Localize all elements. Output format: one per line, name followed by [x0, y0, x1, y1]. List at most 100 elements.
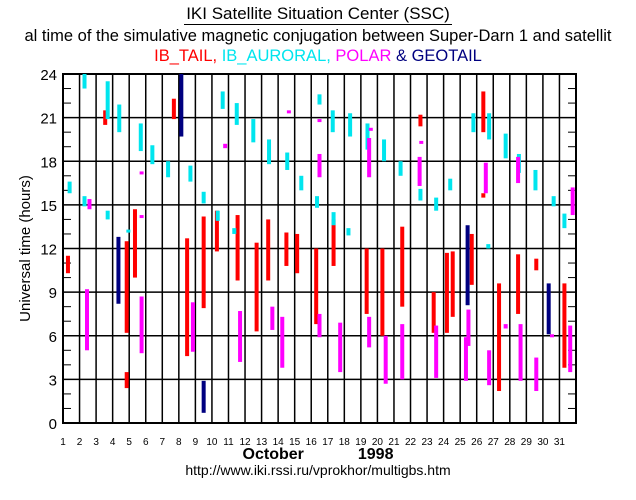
- bar-polar: [87, 199, 92, 210]
- x-tick-label: 24: [438, 437, 450, 448]
- bar-ib-tail: [469, 233, 474, 285]
- x-tick-label: 1: [60, 437, 66, 448]
- bar-ib-auroral: [418, 188, 423, 201]
- bar-polar: [270, 306, 275, 330]
- x-tick-label: 3: [93, 437, 99, 448]
- bar-polar: [317, 313, 322, 338]
- x-tick-label: 6: [143, 437, 149, 448]
- legend-ib-auroral: IB_AURORAL,: [217, 47, 331, 65]
- bar-polar: [367, 137, 372, 178]
- y-tick-label: 12: [40, 242, 57, 259]
- bar-polar: [286, 110, 291, 114]
- y-tick-label: 21: [40, 111, 57, 128]
- bar-polar: [434, 325, 439, 378]
- bar-ib-tail: [450, 251, 455, 317]
- bar-polar: [516, 156, 521, 184]
- chart-title-text: IKI Satellite Situation Center (SSC): [184, 4, 452, 25]
- bar-polar: [139, 215, 144, 219]
- x-tick-label: 9: [193, 437, 199, 448]
- bar-ib-auroral: [251, 119, 256, 143]
- bar-ib-tail: [444, 252, 449, 333]
- y-tick-label: 3: [49, 372, 57, 389]
- bar-ib-auroral: [434, 197, 439, 211]
- x-tick-label: 11: [223, 437, 234, 448]
- bar-ib-auroral: [348, 113, 353, 137]
- x-tick-label: 20: [372, 437, 384, 448]
- bar-ib-tail: [431, 292, 436, 333]
- x-tick-label: 29: [521, 437, 533, 448]
- bar-ib-auroral: [486, 244, 491, 249]
- x-tick-label: 23: [422, 437, 434, 448]
- bar-ib-tail: [284, 232, 289, 266]
- bar-ib-auroral: [105, 81, 110, 120]
- bar-ib-auroral: [105, 210, 110, 220]
- bar-ib-auroral: [126, 229, 131, 233]
- x-tick-label: 2: [77, 437, 83, 448]
- bar-polar: [503, 324, 508, 329]
- bar-ib-tail: [185, 238, 190, 357]
- bar-polar: [463, 337, 468, 381]
- bar-ib-auroral: [330, 110, 335, 133]
- bar-ib-auroral: [117, 104, 122, 133]
- bar-ib-auroral: [503, 133, 508, 159]
- bar-polar: [368, 127, 373, 131]
- x-tick-label: 28: [504, 437, 516, 448]
- bar-polar: [84, 289, 89, 351]
- bar-polar: [317, 153, 322, 178]
- x-tick-label: 15: [289, 437, 301, 448]
- y-tick-label: 18: [40, 154, 57, 171]
- bar-polar: [466, 309, 471, 346]
- legend-geotail: GEOTAIL: [411, 47, 482, 65]
- bar-polar: [568, 325, 573, 373]
- bar-ib-tail: [124, 241, 129, 333]
- y-axis-label: Universal time (hours): [17, 175, 34, 322]
- bar-ib-auroral: [82, 196, 87, 207]
- y-tick-label: 6: [49, 329, 57, 346]
- bar-ib-tail: [418, 114, 423, 127]
- y-tick-label: 15: [40, 198, 57, 215]
- y-tick-label: 24: [40, 67, 57, 84]
- x-tick-label: 27: [488, 437, 500, 448]
- legend-ib-tail: IB_TAIL,: [154, 47, 218, 65]
- bar-ib-auroral: [382, 139, 387, 162]
- bar-polar: [367, 316, 372, 348]
- bar-ib-tail: [562, 283, 567, 368]
- bar-ib-auroral: [166, 161, 171, 178]
- bar-polar: [570, 187, 575, 216]
- bar-ib-tail: [497, 283, 502, 392]
- x-tick-label: 25: [455, 437, 467, 448]
- x-tick-label: 4: [110, 437, 116, 448]
- x-tick-label: 12: [239, 437, 251, 448]
- x-tick-label: 26: [471, 437, 483, 448]
- bar-ib-tail: [201, 216, 206, 309]
- bar-ib-auroral: [285, 152, 290, 170]
- x-tick-label: 21: [388, 437, 400, 448]
- bar-ib-tail: [171, 98, 176, 120]
- bar-geotail: [116, 236, 121, 304]
- bar-ib-auroral: [188, 165, 193, 182]
- y-tick-label: 9: [49, 285, 57, 302]
- bar-polar: [190, 302, 195, 352]
- bar-geotail: [465, 225, 470, 306]
- bar-ib-auroral: [220, 91, 225, 109]
- bar-ib-tail: [534, 258, 539, 271]
- bar-polar: [417, 156, 422, 186]
- bar-ib-auroral: [533, 169, 538, 191]
- x-tick-label: 16: [306, 437, 318, 448]
- bar-ib-auroral: [346, 228, 351, 236]
- bar-polar: [419, 140, 424, 144]
- x-tick-label: 8: [176, 437, 182, 448]
- bar-ib-auroral: [551, 196, 556, 207]
- bar-ib-auroral: [67, 181, 72, 194]
- chart-subtitle: al time of the simulative magnetic conju…: [24, 27, 612, 45]
- year-label: 1998: [357, 446, 394, 463]
- month-label: October: [242, 446, 304, 463]
- bar-polar: [139, 296, 144, 354]
- bar-ib-tail: [103, 110, 108, 125]
- bar-ib-auroral: [82, 74, 87, 89]
- bar-polar: [223, 143, 228, 149]
- bar-ib-auroral: [150, 145, 155, 165]
- bar-polar: [139, 171, 144, 175]
- bar-polar: [338, 322, 343, 373]
